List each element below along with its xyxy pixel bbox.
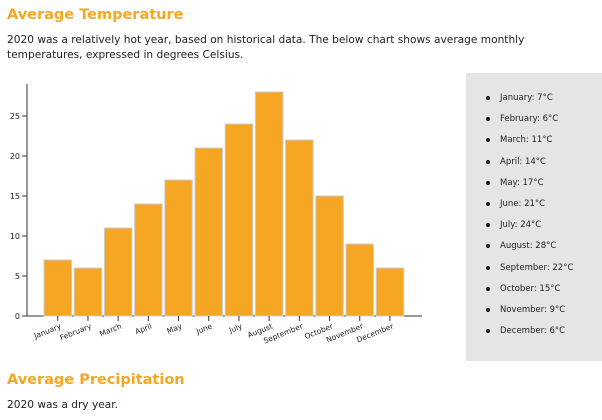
bar-february [73,267,103,317]
temperature-list-item: July: 24°C [486,219,573,240]
bar-june [194,147,223,317]
temperature-list-item: October: 15°C [486,283,573,304]
precipitation-description: 2020 was a dry year. [7,399,118,411]
x-tick-label: March [98,321,123,338]
temperature-list-item: August: 28°C [486,240,573,261]
bar-april [134,203,163,317]
y-tick-label: 15 [10,192,20,201]
bar-december [375,267,405,317]
bar-march [103,227,133,317]
temperature-list-item: February: 6°C [486,113,573,134]
y-tick-label: 25 [10,112,20,121]
y-tick-label: 5 [15,272,20,281]
temperature-list-item: June: 21°C [486,198,573,219]
section-title-precipitation: Average Precipitation [7,372,185,388]
y-tick-label: 20 [10,152,20,161]
x-tick-label: April [134,322,153,337]
y-tick-label: 10 [10,232,20,241]
temperature-description: 2020 was a relatively hot year, based on… [7,34,525,61]
temperature-list-panel: January: 7°C February: 6°C March: 11°C Apri… [466,73,602,361]
temperature-list-item: November: 9°C [486,304,573,325]
x-tick-label: June [194,321,214,336]
bar-november [345,243,374,317]
temperature-list-item: December: 6°C [486,325,573,346]
temperature-list-item: September: 22°C [486,262,573,283]
bar-october [315,195,344,317]
bar-september [285,139,314,317]
bar-july [224,123,254,317]
bar-may [164,179,193,317]
x-tick-label: February [59,321,94,342]
temperature-list-item: March: 11°C [486,134,573,155]
temperature-list-item: January: 7°C [486,92,573,113]
x-tick-label: July [227,321,244,335]
section-title-temperature: Average Temperature [7,7,184,23]
temperature-list-item: May: 17°C [486,177,573,198]
bar-january [43,259,72,317]
bar-august [254,91,284,317]
temperature-list: January: 7°C February: 6°C March: 11°C Apri… [486,92,573,346]
x-tick-label: January [32,321,63,341]
x-tick-label: May [166,321,184,335]
y-tick-label: 0 [15,312,20,321]
temperature-list-item: April: 14°C [486,156,573,177]
